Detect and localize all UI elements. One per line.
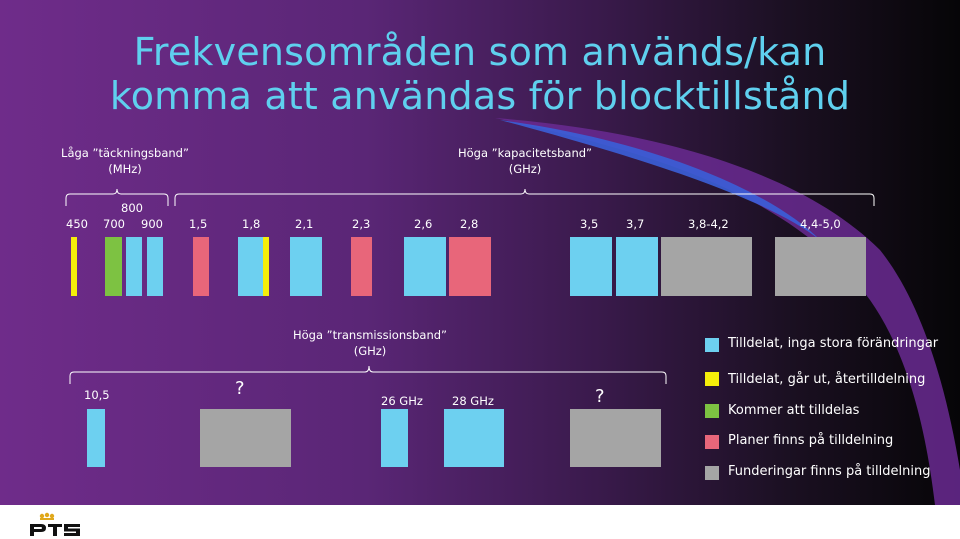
legend-swatch-considered — [705, 466, 719, 480]
band-bar-450 — [71, 237, 77, 296]
pts-logo — [30, 512, 80, 536]
band-bar-1-5 — [193, 237, 209, 296]
group-caption-low: Låga ”täckningsband” (MHz) — [40, 145, 210, 177]
label-900: 900 — [141, 217, 163, 231]
legend-swatch-assigned — [705, 338, 719, 352]
label-2-3: 2,3 — [352, 217, 371, 231]
group-caption-high-transmission-line1: Höga ”transmissionsband” — [293, 328, 447, 342]
band-bar-unknown-right — [570, 409, 661, 467]
label-2-6: 2,6 — [414, 217, 433, 231]
label-1-5: 1,5 — [189, 217, 208, 231]
group-caption-low-line2: (MHz) — [108, 162, 142, 176]
label-3-8-4-2: 3,8-4,2 — [688, 217, 729, 231]
group-caption-high-transmission-line2: (GHz) — [353, 344, 387, 358]
label-700: 700 — [103, 217, 125, 231]
band-bar-28-ghz — [444, 409, 504, 467]
legend-label-expiring: Tilldelat, går ut, återtilldelning — [728, 372, 926, 387]
legend-label-considered: Funderingar finns på tilldelning — [728, 464, 931, 479]
label-3-5: 3,5 — [580, 217, 599, 231]
label-450: 450 — [66, 217, 88, 231]
band-bar-2-3 — [351, 237, 372, 296]
label-28-ghz: 28 GHz — [452, 394, 494, 408]
brace-low — [65, 188, 169, 206]
legend-label-upcoming: Kommer att tilldelas — [728, 403, 860, 418]
label-10-5: 10,5 — [84, 388, 110, 402]
legend-swatch-planned — [705, 435, 719, 449]
band-bar-4-4-5-0 — [775, 237, 866, 296]
footer — [0, 505, 960, 539]
group-caption-low-line1: Låga ”täckningsband” — [61, 146, 189, 160]
legend-swatch-expiring — [705, 372, 719, 386]
label-2-8: 2,8 — [460, 217, 479, 231]
label-1-8: 1,8 — [242, 217, 261, 231]
brace-high-capacity — [174, 188, 875, 206]
legend-label-assigned: Tilldelat, inga stora förändringar — [728, 336, 939, 351]
label-3-7: 3,7 — [626, 217, 645, 231]
band-bar-3-8-4-2 — [661, 237, 752, 296]
legend-swatch-upcoming — [705, 404, 719, 418]
label-2-1: 2,1 — [295, 217, 314, 231]
question-mark-left: ? — [235, 378, 245, 399]
title-line-2: komma att användas för blocktillstånd — [109, 74, 851, 118]
band-bar-1-8-expiring — [263, 237, 269, 296]
title-line-1: Frekvensområden som används/kan — [133, 30, 827, 74]
band-bar-26-ghz — [381, 409, 408, 467]
bracket-lines — [0, 0, 960, 505]
band-bar-2-6 — [404, 237, 446, 296]
band-bar-900 — [147, 237, 163, 296]
band-bar-3-5 — [570, 237, 612, 296]
question-mark-right: ? — [595, 386, 605, 407]
group-caption-high-capacity-line2: (GHz) — [508, 162, 542, 176]
band-bar-1-8 — [238, 237, 263, 296]
label-26-ghz: 26 GHz — [381, 394, 423, 408]
label-4-4-5-0: 4,4-5,0 — [800, 217, 841, 231]
band-bar-700 — [105, 237, 122, 296]
band-bar-10-5 — [87, 409, 105, 467]
slide: Frekvensområden som används/kan komma at… — [0, 0, 960, 505]
band-bar-3-7 — [616, 237, 658, 296]
brace-high-transmission — [69, 365, 667, 384]
label-800: 800 — [121, 201, 143, 215]
band-bar-2-1 — [290, 237, 322, 296]
group-caption-high-capacity-line1: Höga ”kapacitetsband” — [458, 146, 592, 160]
group-caption-high-capacity: Höga ”kapacitetsband” (GHz) — [440, 145, 610, 177]
band-bar-2-8 — [449, 237, 491, 296]
band-bar-unknown-left — [200, 409, 291, 467]
band-bar-800 — [126, 237, 142, 296]
group-caption-high-transmission: Höga ”transmissionsband” (GHz) — [270, 327, 470, 359]
legend-label-planned: Planer finns på tilldelning — [728, 433, 894, 448]
